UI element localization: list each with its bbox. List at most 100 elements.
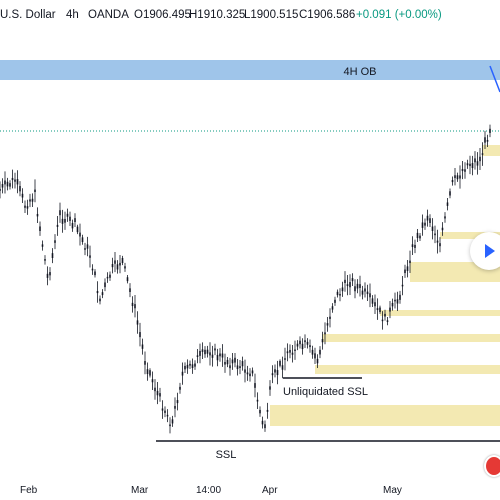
candle-body — [246, 372, 249, 375]
time-label: Mar — [131, 485, 149, 496]
candle-body — [146, 369, 149, 375]
candle-body — [184, 365, 186, 370]
candle-body — [84, 248, 86, 250]
candle-body — [54, 240, 56, 243]
candle-body — [174, 405, 176, 409]
candle-body — [366, 291, 369, 295]
candle-body — [244, 369, 246, 373]
candle-body — [484, 137, 486, 143]
candlestick-series — [0, 124, 491, 434]
ohlc-high: H1910.325 — [189, 9, 246, 21]
candle-body — [44, 259, 46, 261]
candle-body — [159, 393, 161, 397]
candle-body — [299, 340, 301, 345]
candle-body — [254, 383, 256, 388]
flag-icon[interactable] — [484, 455, 500, 477]
candle-body — [79, 232, 81, 237]
fvg-zone — [322, 334, 500, 342]
play-icon[interactable] — [470, 232, 500, 270]
candle-body — [304, 340, 306, 343]
candle-body — [351, 278, 354, 282]
candle-body — [279, 360, 281, 366]
candle-body — [259, 409, 261, 414]
candle-body — [29, 199, 31, 202]
candle-body — [276, 370, 279, 376]
candle-body — [166, 414, 169, 417]
symbol-name[interactable]: U.S. Dollar — [0, 9, 56, 21]
candle-body — [454, 175, 456, 179]
candle-body — [374, 302, 376, 307]
candle-body — [469, 163, 471, 167]
order-block-zone — [0, 60, 500, 80]
candle-body — [191, 364, 194, 369]
candle-body — [86, 244, 89, 249]
candle-body — [464, 169, 466, 172]
candle-body — [426, 215, 429, 221]
candle-body — [284, 358, 286, 360]
trend-line[interactable] — [489, 65, 500, 93]
candle-body — [194, 363, 196, 367]
candle-body — [24, 205, 26, 208]
candle-body — [186, 364, 189, 369]
candle-body — [176, 400, 179, 404]
time-label: May — [383, 485, 402, 496]
candle-body — [349, 282, 351, 288]
candle-body — [236, 365, 239, 370]
candle-body — [64, 218, 66, 223]
chart-canvas[interactable]: 4H OB SSL Unliquidated SSL — [0, 30, 500, 482]
candle-body — [266, 409, 269, 412]
candle-body — [154, 387, 156, 392]
candle-body — [441, 227, 444, 231]
candle-body — [289, 349, 291, 353]
time-label: Feb — [20, 485, 38, 496]
ohlc-change: +0.091 (+0.00%) — [356, 9, 442, 21]
fvg-zone — [270, 405, 500, 426]
candle-body — [156, 390, 159, 396]
candle-body — [121, 258, 124, 264]
candle-body — [9, 183, 11, 187]
candle-body — [181, 371, 184, 376]
candle-body — [309, 345, 311, 348]
candle-body — [401, 284, 404, 287]
candle-body — [204, 349, 206, 355]
candle-body — [179, 386, 181, 390]
candle-body — [114, 260, 116, 264]
candle-body — [324, 332, 326, 335]
candle-body — [4, 180, 6, 185]
chart-header: U.S. Dollar 4h OANDA O1906.495 H1910.325… — [0, 0, 500, 30]
candle-body — [69, 216, 71, 221]
candle-body — [199, 350, 201, 356]
price-chart[interactable]: 4H OB SSL Unliquidated SSL — [0, 30, 500, 482]
candle-body — [136, 320, 139, 325]
candle-body — [109, 274, 111, 278]
candle-body — [319, 349, 321, 355]
candle-body — [129, 288, 131, 292]
candle-body — [19, 186, 21, 192]
candle-body — [249, 373, 251, 377]
candle-body — [116, 264, 119, 270]
interval[interactable]: 4h — [66, 9, 79, 21]
candle-body — [331, 306, 334, 310]
candle-body — [224, 361, 226, 365]
candle-body — [41, 244, 44, 247]
candle-body — [446, 202, 449, 206]
candle-body — [316, 358, 319, 364]
candle-body — [371, 298, 374, 304]
ob-label: 4H OB — [343, 66, 376, 78]
candle-body — [326, 323, 329, 326]
candle-body — [391, 302, 394, 307]
candle-body — [16, 179, 19, 185]
candle-body — [461, 168, 464, 172]
candle-body — [46, 273, 49, 278]
candle-body — [256, 399, 259, 402]
candle-body — [169, 424, 171, 427]
candle-body — [209, 352, 211, 356]
time-axis[interactable]: Feb Mar 14:00 Apr May — [0, 482, 500, 500]
candle-body — [384, 313, 386, 317]
candle-body — [341, 287, 344, 292]
candle-body — [96, 291, 99, 294]
candle-body — [294, 349, 296, 352]
candle-body — [334, 299, 336, 303]
candle-body — [346, 284, 349, 287]
candle-body — [306, 341, 309, 345]
